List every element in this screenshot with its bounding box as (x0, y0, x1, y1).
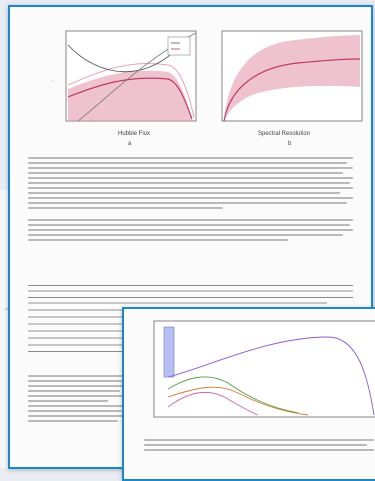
figure-right: Spectral Resolution b (221, 30, 363, 147)
right-mean-line (223, 58, 361, 122)
right-xlabel: Spectral Resolution (258, 131, 310, 137)
paper-page-inset: · (122, 307, 375, 481)
left-ylabel: · (50, 80, 56, 82)
inset-ylabel: · (136, 375, 142, 377)
right-caption: b (288, 141, 292, 147)
inset-plot-frame (153, 320, 375, 418)
left-band (68, 70, 192, 121)
inset-highlight (163, 326, 175, 378)
left-xlabel: Hubble Flux (118, 131, 150, 137)
figure-left: · Hubble Flux a (50, 30, 197, 147)
inset-series-green (167, 376, 299, 414)
left-legend (167, 36, 191, 56)
left-caption: a (128, 141, 132, 147)
left-band-upper (67, 62, 195, 118)
inset-series-pink (167, 391, 259, 416)
left-mean-line (67, 77, 193, 120)
inset-caption-paragraph (144, 439, 374, 454)
inset-figure: · (136, 320, 375, 418)
inset-series-orange (167, 386, 309, 416)
inset-series-purple (167, 336, 375, 416)
body-paragraph (28, 375, 128, 425)
figure-caption-paragraph (28, 157, 353, 212)
right-band (224, 35, 360, 121)
table-caption-paragraph (28, 219, 353, 244)
